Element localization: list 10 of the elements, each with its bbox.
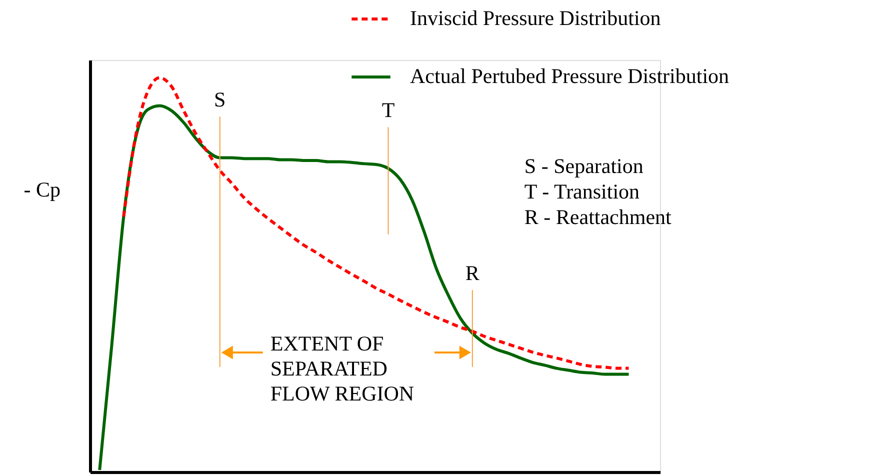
annotation: EXTENT OF SEPARATED FLOW REGION [270,331,414,406]
y-axis-title: - Cp [24,178,60,202]
legend-label: Inviscid Pressure Distribution [410,6,662,30]
annotation: R - Reattachment [524,205,672,230]
annotation: R [465,261,480,286]
annotation: S - Separation [524,154,644,178]
annotation: T [382,98,395,122]
annotation: S [214,88,226,112]
annotation: T - Transition [524,180,640,204]
legend-label: Actual Pertubed Pressure Distribution [410,64,730,88]
